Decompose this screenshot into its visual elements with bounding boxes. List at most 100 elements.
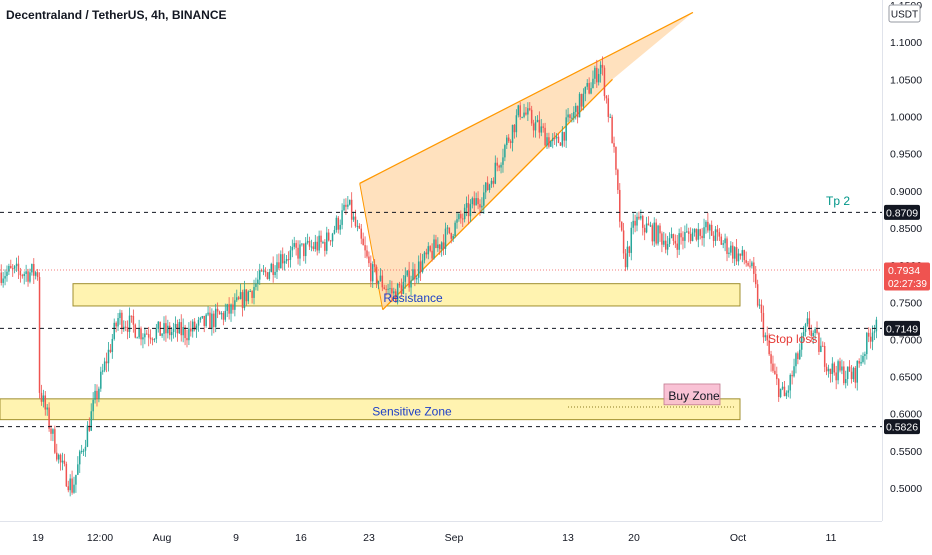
candle-body (542, 126, 544, 128)
candle-body (484, 182, 487, 193)
candle-body (368, 256, 370, 264)
candle-body (117, 318, 119, 327)
candle-body (504, 145, 506, 158)
candle-body (163, 323, 165, 334)
candle-body (567, 114, 569, 118)
candle-body (107, 349, 110, 364)
candle-body (349, 199, 351, 205)
candle-body (25, 271, 27, 275)
time-tick-label: 23 (363, 532, 375, 544)
candle-body (529, 108, 531, 110)
candle-body (272, 263, 274, 275)
candle-body (686, 231, 688, 233)
candle-body (785, 392, 788, 397)
candle-body (147, 334, 150, 338)
candle-body (199, 317, 202, 320)
candle-body (230, 304, 232, 314)
candle-body (776, 374, 778, 380)
candle-body (8, 265, 10, 272)
candle-body (580, 93, 583, 107)
candle-body (764, 335, 767, 338)
candle-body (844, 379, 847, 384)
candle-body (153, 338, 156, 340)
candle-body (71, 478, 73, 493)
candle-body (146, 333, 148, 335)
candle-body (827, 368, 830, 372)
candle-body (693, 228, 696, 233)
candle-body (846, 366, 849, 380)
candle-body (481, 205, 483, 208)
candle-body (113, 322, 115, 339)
candle-body (511, 124, 514, 143)
candle-body (856, 360, 858, 383)
candle-body (400, 285, 403, 295)
candle-body (747, 262, 749, 266)
candle-body (333, 229, 336, 234)
candle-body (151, 339, 154, 341)
candle-body (735, 247, 738, 262)
candle-body (523, 112, 525, 117)
candle-body (27, 271, 29, 282)
candle-body (314, 241, 317, 250)
sensitive-zone-label: Sensitive Zone (372, 405, 452, 419)
candle-body (423, 252, 426, 261)
candle-body (818, 332, 820, 352)
candle-body (393, 291, 395, 294)
candle-body (530, 109, 533, 124)
candle-body (783, 386, 786, 397)
candle-body (831, 363, 834, 374)
candle-body (823, 346, 826, 367)
candle-body (701, 235, 703, 239)
current-price-value: 0.7934 (888, 265, 920, 277)
candle-body (657, 225, 659, 244)
time-tick-label: 19 (32, 532, 44, 544)
candle-body (391, 288, 393, 294)
candle-body (707, 221, 709, 231)
candle-body (722, 243, 724, 245)
candle-body (371, 264, 374, 282)
candle-body (379, 275, 382, 281)
candle-body (186, 338, 188, 341)
candle-body (597, 74, 600, 83)
candle-body (737, 253, 740, 262)
candle-body (565, 117, 567, 141)
price-tick-label: 1.1000 (890, 37, 922, 49)
candle-body (427, 246, 430, 255)
candle-body (226, 304, 228, 311)
currency-badge-text: USDT (891, 10, 918, 21)
candle-body (324, 242, 326, 251)
candle-body (766, 335, 768, 341)
candle-body (733, 247, 736, 259)
candle-body (699, 229, 701, 236)
candle-body (513, 124, 516, 133)
candle-body (632, 220, 634, 228)
candle-body (84, 446, 87, 451)
candle-body (216, 308, 219, 312)
candle-body (17, 263, 20, 271)
candle-body (327, 232, 330, 241)
candle-body (285, 259, 288, 262)
candle-body (506, 137, 508, 146)
candle-body (617, 169, 619, 190)
candle-body (124, 326, 127, 328)
candle-body (209, 312, 211, 329)
candle-body (599, 64, 602, 75)
candle-body (494, 162, 497, 184)
candle-body (234, 300, 236, 310)
candle-body (416, 277, 418, 280)
candle-body (136, 337, 138, 339)
candle-body (218, 311, 221, 315)
candle-body (207, 312, 209, 315)
candle-body (507, 137, 510, 142)
candle-body (601, 64, 604, 68)
candle-body (191, 321, 194, 332)
price-tick-label: 0.7000 (890, 334, 922, 346)
stop-loss-label: Stop loss (768, 332, 817, 346)
time-tick-label: 16 (295, 532, 307, 544)
candle-body (802, 332, 805, 337)
candle-body (465, 203, 468, 208)
candle-body (638, 216, 640, 219)
candle-body (433, 239, 435, 259)
candle-body (101, 370, 104, 372)
